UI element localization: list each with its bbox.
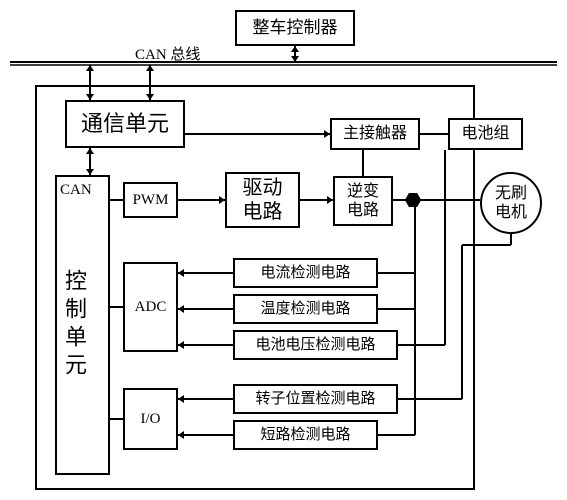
control-unit-label: 控制单元: [58, 225, 98, 425]
adc-box: ADC: [123, 262, 178, 352]
temp-det-box: 温度检测电路: [233, 294, 378, 324]
motor-circle: 无刷 电机: [480, 172, 542, 234]
adc-label: ADC: [135, 298, 167, 316]
pwm-label: PWM: [133, 191, 169, 209]
battery-box: 电池组: [448, 118, 523, 150]
motor-label: 无刷 电机: [495, 184, 527, 222]
rotor-det-label: 转子位置检测电路: [255, 390, 375, 408]
short-det-box: 短路检测电路: [233, 420, 378, 450]
temp-det-label: 温度检测电路: [260, 300, 350, 318]
drive-label: 驱动 电路: [243, 176, 283, 224]
pwm-box: PWM: [123, 182, 178, 218]
can-sub-label: CAN: [60, 182, 92, 199]
io-label: I/O: [141, 410, 161, 428]
battery-label: 电池组: [461, 124, 509, 143]
batt-v-det-label: 电池电压检测电路: [255, 336, 375, 354]
io-box: I/O: [123, 388, 178, 450]
inverter-label: 逆变 电路: [347, 182, 379, 220]
bus-label: CAN 总线: [135, 43, 200, 64]
comm-label: 通信单元: [81, 111, 169, 137]
short-det-label: 短路检测电路: [260, 426, 350, 444]
drive-box: 驱动 电路: [225, 172, 300, 228]
vcu-box: 整车控制器: [235, 10, 355, 46]
vcu-label: 整车控制器: [253, 18, 338, 38]
rotor-det-box: 转子位置检测电路: [233, 384, 398, 414]
batt-v-det-box: 电池电压检测电路: [233, 330, 398, 360]
inverter-box: 逆变 电路: [333, 176, 393, 226]
comm-box: 通信单元: [65, 100, 185, 148]
main-contactor-box: 主接触器: [330, 118, 420, 150]
current-det-label: 电流检测电路: [260, 264, 350, 282]
main-contactor-label: 主接触器: [343, 124, 407, 143]
current-det-box: 电流检测电路: [233, 258, 378, 288]
